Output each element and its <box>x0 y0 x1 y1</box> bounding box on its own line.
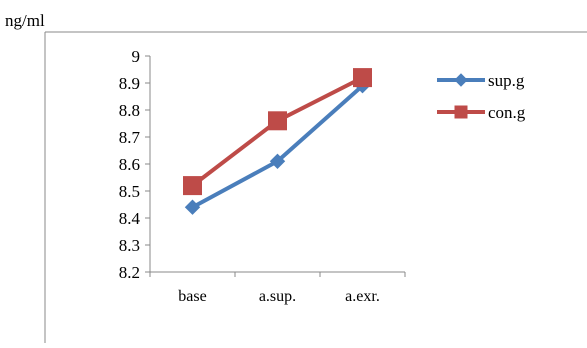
y-tick-label: 8.6 <box>119 155 140 174</box>
y-tick-label: 9 <box>132 47 141 66</box>
x-tick-label: a.exr. <box>345 288 380 305</box>
data-point <box>268 111 287 131</box>
y-tick-label: 8.4 <box>119 209 141 228</box>
series-line <box>191 75 364 188</box>
series-line <box>191 84 364 209</box>
legend-item: sup.g <box>437 71 525 90</box>
series-con.g <box>183 68 372 196</box>
data-point <box>353 68 372 88</box>
y-tick-label: 8.2 <box>119 263 140 282</box>
legend-swatch-marker <box>454 73 468 87</box>
y-tick-label: 8.5 <box>119 182 140 201</box>
legend-item: con.g <box>437 103 526 122</box>
data-point <box>269 153 286 170</box>
y-tick-label: 8.9 <box>119 74 140 93</box>
x-tick-label: base <box>178 288 206 305</box>
y-axis-label: ng/ml <box>5 11 45 30</box>
y-tick-label: 8.8 <box>119 101 140 120</box>
data-point <box>183 176 202 196</box>
legend-label: con.g <box>488 103 526 122</box>
data-point <box>184 199 201 215</box>
legend: sup.g con.g <box>437 71 526 122</box>
y-tick-label: 8.7 <box>119 128 141 147</box>
series-layer <box>183 68 372 215</box>
axes: 9 8.9 8.8 8.7 8.6 8.5 8.4 8.3 8.2 base a.sup. a.exr… <box>119 47 406 305</box>
legend-swatch-marker <box>454 105 468 119</box>
y-tick-label: 8.3 <box>119 236 140 255</box>
series-sup.g <box>184 77 371 215</box>
legend-label: sup.g <box>488 71 525 90</box>
x-tick-label: a.sup. <box>259 288 296 305</box>
